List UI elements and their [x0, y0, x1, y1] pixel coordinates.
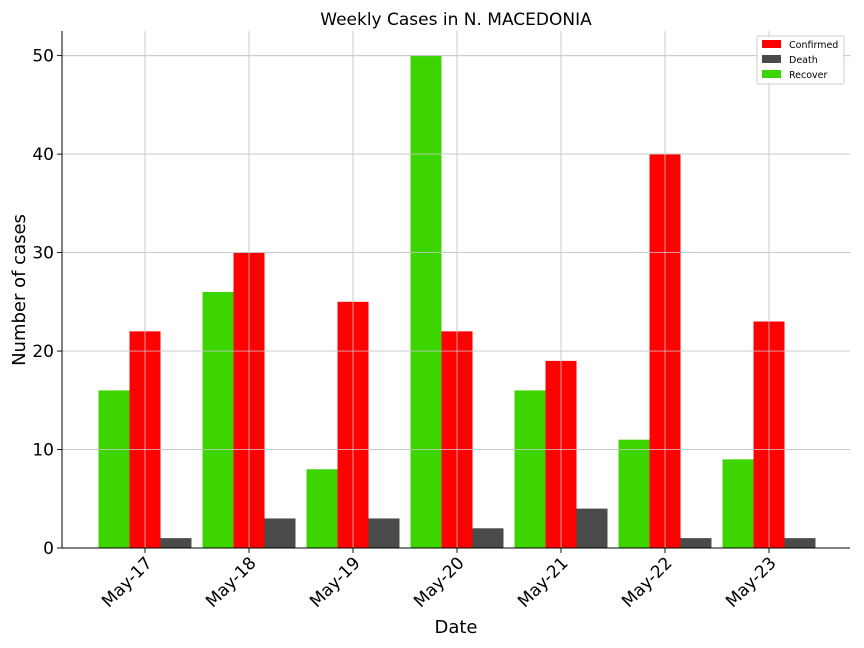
legend-swatch-confirmed [762, 40, 781, 48]
y-axis-ticks: 0 10 20 30 40 50 [32, 47, 62, 559]
legend: Confirmed Death Recover [756, 35, 845, 85]
bar-recover-may-19 [306, 469, 338, 548]
bar-death-may-23 [784, 538, 816, 548]
y-axis-title: Number of cases [9, 214, 30, 366]
legend-swatch-death [762, 55, 781, 63]
chart-title: Weekly Cases in N. MACEDONIA [320, 10, 592, 30]
bar-recover-may-23 [722, 459, 754, 548]
bar-death-may-19 [368, 518, 400, 548]
bar-recover-may-17 [98, 390, 130, 548]
bar-recover-may-21 [514, 390, 546, 548]
y-tick-label: 50 [32, 47, 54, 67]
legend-label-recover: Recover [789, 70, 828, 81]
bar-death-may-17 [160, 538, 192, 548]
bar-recover-may-18 [202, 291, 234, 548]
y-tick-label: 0 [43, 539, 54, 559]
x-axis-title: Date [434, 617, 477, 638]
y-tick-label: 20 [32, 342, 54, 362]
bar-recover-may-22 [618, 439, 650, 548]
y-tick-label: 40 [32, 145, 54, 165]
bar-death-may-22 [680, 538, 712, 548]
bar-death-may-18 [264, 518, 296, 548]
bar-death-may-21 [576, 508, 608, 548]
y-tick-label: 30 [32, 244, 54, 264]
legend-label-death: Death [789, 55, 818, 66]
y-tick-label: 10 [32, 441, 54, 461]
axes [61, 31, 850, 549]
bar-recover-may-20 [410, 55, 442, 548]
legend-label-confirmed: Confirmed [789, 40, 838, 51]
bar-death-may-20 [472, 528, 504, 548]
legend-swatch-recover [762, 70, 781, 78]
bars [62, 31, 850, 549]
